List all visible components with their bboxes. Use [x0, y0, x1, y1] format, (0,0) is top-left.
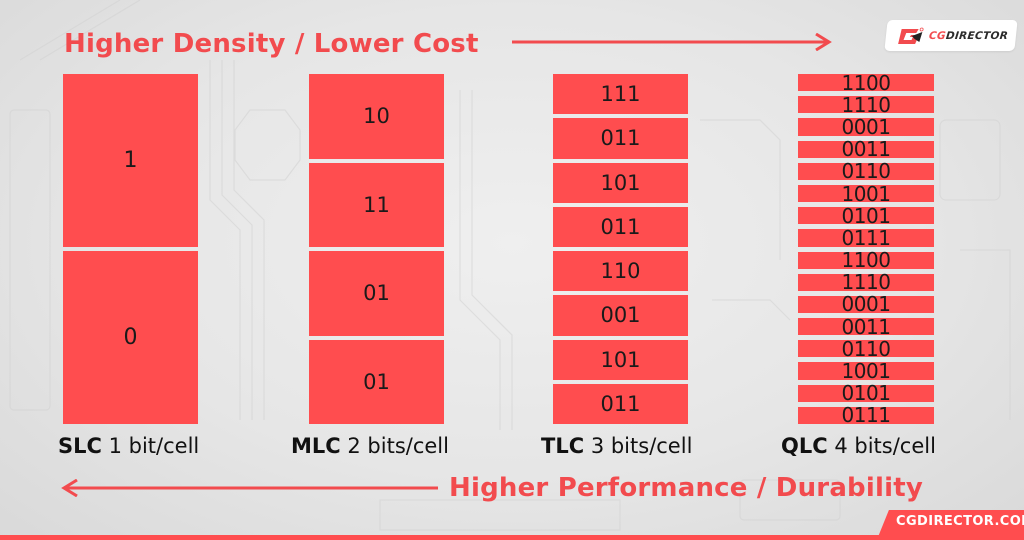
bit-state: 101	[553, 339, 688, 380]
bit-state: 01	[309, 339, 444, 424]
bit-state: 011	[553, 118, 688, 159]
density-cost-heading: Higher Density / Lower Cost	[64, 29, 479, 59]
performance-durability-heading: Higher Performance / Durability	[449, 473, 923, 503]
tlc-type: TLC	[541, 434, 585, 458]
bit-state: 10	[309, 74, 444, 159]
bit-state: 1100	[798, 250, 934, 270]
mlc-cell-column: 10 11 01 01	[309, 74, 444, 424]
bit-state: 01	[309, 251, 444, 336]
bit-state: 0011	[798, 317, 934, 337]
arrow-left-icon	[61, 479, 438, 497]
mlc-label: MLC 2 bits/cell	[291, 434, 449, 458]
cgdirector-logo-icon	[898, 27, 924, 44]
arrow-right-icon	[512, 33, 832, 51]
bit-state: 0101	[798, 383, 934, 403]
bit-state: 0111	[798, 405, 934, 426]
slc-type: SLC	[58, 434, 102, 458]
tlc-desc: 3 bits/cell	[590, 434, 693, 458]
logo-wordmark: CGDIRECTOR	[928, 29, 1009, 42]
bit-state: 1001	[798, 183, 934, 204]
bit-state: 0101	[798, 206, 934, 226]
bit-state: 0110	[798, 161, 934, 181]
bit-state: 0110	[798, 339, 934, 359]
cgdirector-logo[interactable]: CGDIRECTOR	[884, 20, 1018, 51]
bit-state: 0001	[798, 117, 934, 137]
site-url-badge[interactable]: CGDIRECTOR.COM	[896, 514, 1024, 529]
bit-state: 11	[309, 162, 444, 247]
bit-state: 1100	[798, 72, 934, 93]
slc-desc: 1 bit/cell	[108, 434, 200, 458]
bit-state: 0111	[798, 228, 934, 248]
tlc-label: TLC 3 bits/cell	[541, 434, 692, 458]
bit-state: 0	[63, 251, 198, 424]
bit-state: 1110	[798, 95, 934, 115]
bit-state: 011	[553, 206, 688, 247]
tlc-cell-column: 111 011 101 011 110 001 101 011	[553, 74, 688, 424]
bit-state: 101	[553, 162, 688, 203]
slc-cell-column: 1 0	[63, 74, 198, 424]
qlc-desc: 4 bits/cell	[834, 434, 936, 458]
qlc-label: QLC 4 bits/cell	[781, 434, 936, 458]
bit-state: 1110	[798, 272, 934, 292]
bit-state: 0011	[798, 139, 934, 159]
bit-state: 110	[553, 251, 688, 292]
qlc-type: QLC	[781, 434, 828, 458]
bit-state: 001	[553, 295, 688, 336]
bit-state: 011	[553, 383, 688, 424]
mlc-desc: 2 bits/cell	[347, 434, 449, 458]
slc-label: SLC 1 bit/cell	[58, 434, 199, 458]
bit-state: 1	[63, 74, 198, 247]
bit-state: 1001	[798, 361, 934, 381]
bit-state: 111	[553, 74, 688, 115]
mlc-type: MLC	[291, 434, 341, 458]
qlc-cell-column: 1100 1110 0001 0011 0110 1001 0101 0111 …	[798, 72, 934, 426]
footer-accent-bar	[0, 535, 1024, 540]
bit-state: 0001	[798, 294, 934, 315]
